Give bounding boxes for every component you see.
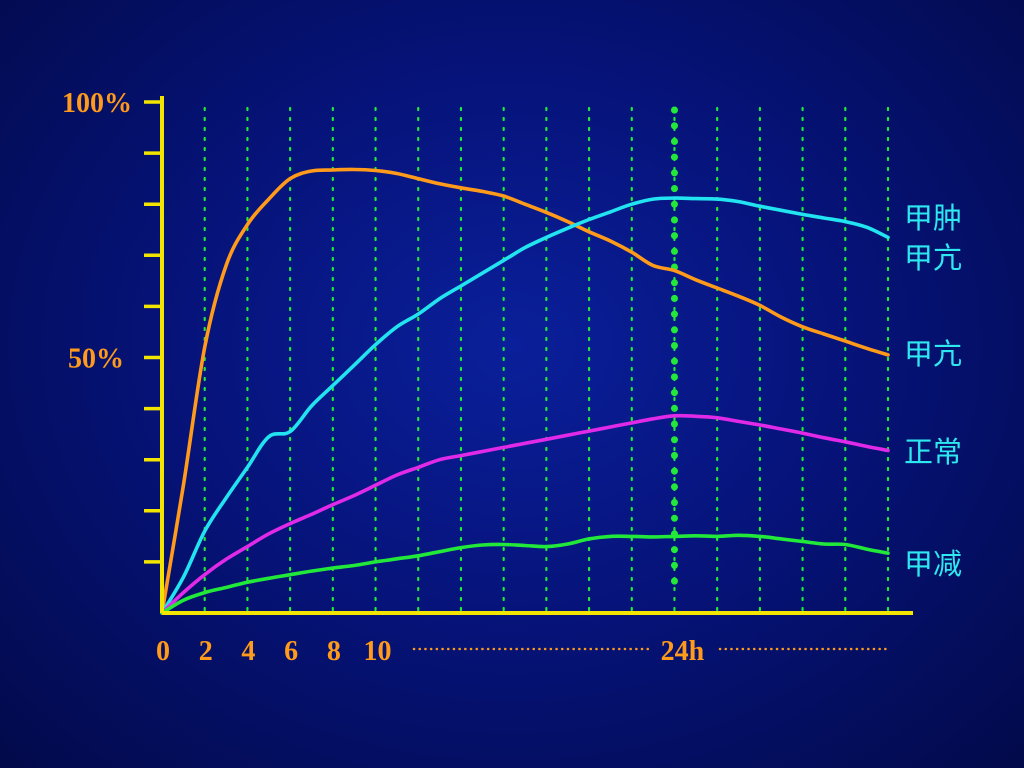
y-tick-label: 100% — [62, 88, 132, 119]
tick-labels: 100% 50% 0 2 4 6 8 10 24h — [62, 88, 889, 667]
label-goiter-hyper-line1: 甲肿 — [904, 201, 962, 235]
x-tick-label: 8 — [327, 636, 341, 667]
label-goiter-hyper-line2: 甲亢 — [904, 241, 962, 275]
label-hyper: 甲亢 — [904, 337, 962, 371]
label-hypo: 甲减 — [904, 547, 962, 581]
series-line-0 — [160, 167, 890, 615]
x-tick-label: 24h — [661, 636, 705, 667]
x-tick-label: 0 — [156, 636, 170, 667]
series-line-3 — [160, 533, 890, 615]
y-tick-label: 50% — [68, 344, 124, 375]
grid — [203, 106, 890, 615]
axes — [144, 96, 913, 615]
x-tick-label: 6 — [284, 636, 298, 667]
label-normal: 正常 — [904, 435, 962, 469]
x-tick-label: 10 — [364, 636, 392, 667]
series-group — [160, 167, 890, 615]
series-line-1 — [160, 196, 890, 615]
x-tick-label: 4 — [241, 636, 255, 667]
x-tick-label: 2 — [199, 636, 213, 667]
series-line-2 — [160, 413, 890, 615]
